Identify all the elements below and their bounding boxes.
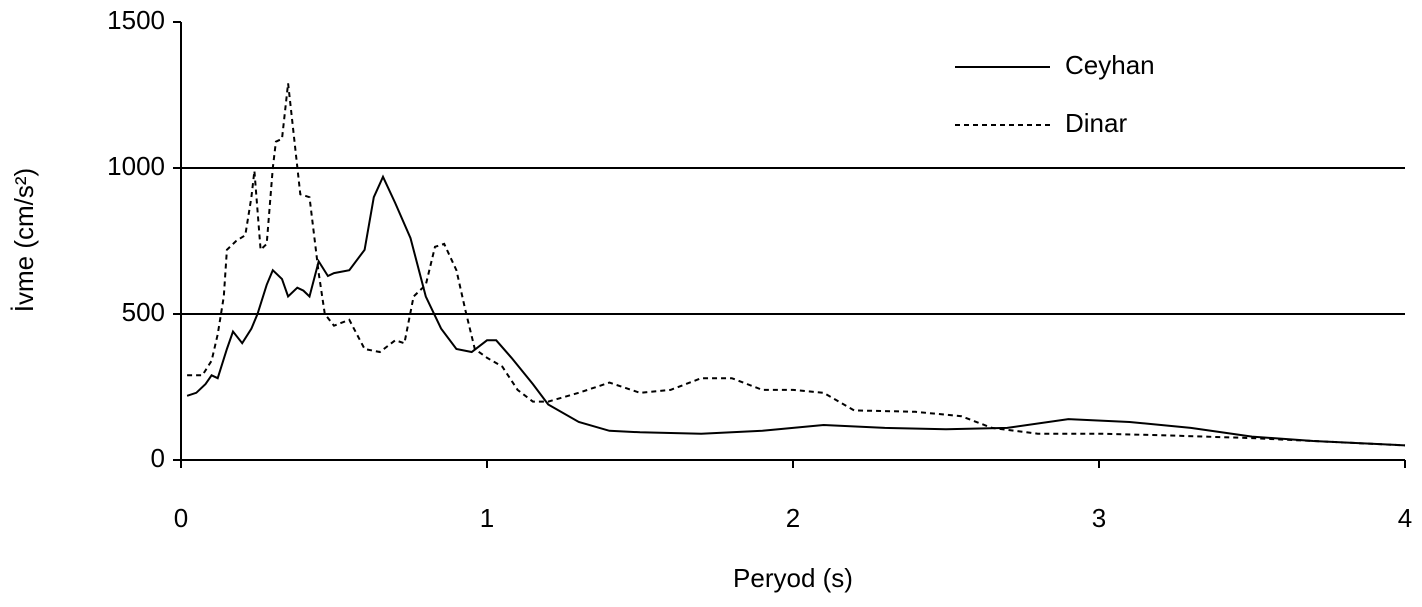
y-tick-label: 1500 xyxy=(107,5,165,35)
x-tick-label: 3 xyxy=(1092,503,1106,533)
y-tick-label: 0 xyxy=(151,443,165,473)
x-tick-label: 1 xyxy=(480,503,494,533)
y-tick-label: 500 xyxy=(122,297,165,327)
series-line xyxy=(187,83,1406,447)
legend-label: Ceyhan xyxy=(1065,50,1155,80)
x-tick-label: 4 xyxy=(1398,503,1412,533)
x-axis-label: Peryod (s) xyxy=(733,563,853,593)
y-tick-label: 1000 xyxy=(107,151,165,181)
legend-label: Dinar xyxy=(1065,108,1127,138)
series-line xyxy=(186,174,1406,447)
x-tick-label: 2 xyxy=(786,503,800,533)
x-tick-label: 0 xyxy=(174,503,188,533)
y-axis-label: İvme (cm/s²) xyxy=(9,168,39,312)
